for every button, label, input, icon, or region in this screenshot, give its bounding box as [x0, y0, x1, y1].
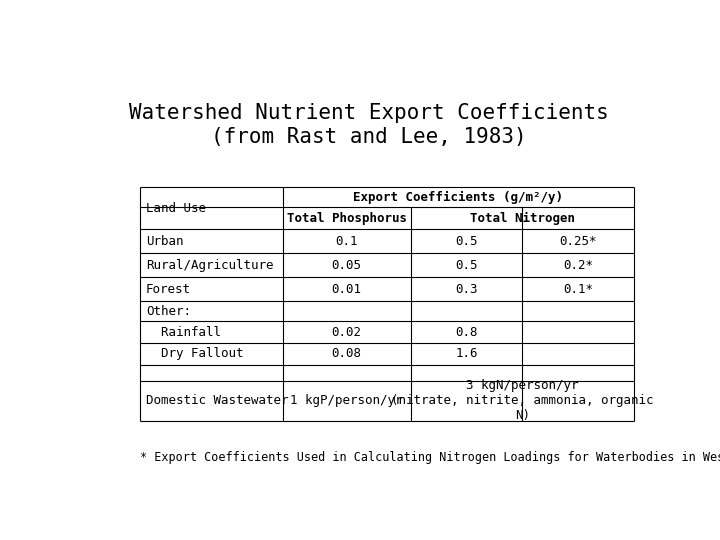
Text: Land Use: Land Use [145, 202, 206, 215]
Text: Watershed Nutrient Export Coefficients
(from Rast and Lee, 1983): Watershed Nutrient Export Coefficients (… [129, 104, 609, 147]
Text: 0.5: 0.5 [456, 259, 478, 272]
Text: 0.1*: 0.1* [563, 283, 593, 296]
Text: * Export Coefficients Used in Calculating Nitrogen Loadings for Waterbodies in W: * Export Coefficients Used in Calculatin… [140, 451, 720, 464]
Text: Forest: Forest [145, 283, 191, 296]
Text: 0.8: 0.8 [456, 326, 478, 339]
Text: Urban: Urban [145, 234, 184, 248]
Text: 0.02: 0.02 [332, 326, 361, 339]
Text: 0.3: 0.3 [456, 283, 478, 296]
Text: 0.25*: 0.25* [559, 234, 597, 248]
Text: Total Phosphorus: Total Phosphorus [287, 212, 407, 225]
Text: 3 kgN/person/yr
(nitrate, nitrite, ammonia, organic
N): 3 kgN/person/yr (nitrate, nitrite, ammon… [391, 380, 654, 422]
Text: Dry Fallout: Dry Fallout [145, 347, 243, 360]
Text: 0.5: 0.5 [456, 234, 478, 248]
Text: Domestic Wastewater: Domestic Wastewater [145, 395, 288, 408]
Text: Export Coefficients (g/m²/y): Export Coefficients (g/m²/y) [354, 191, 563, 204]
Text: 0.08: 0.08 [332, 347, 361, 360]
Text: 0.01: 0.01 [332, 283, 361, 296]
Text: 1 kgP/person/yr: 1 kgP/person/yr [290, 395, 403, 408]
Text: 1.6: 1.6 [456, 347, 478, 360]
Text: 0.2*: 0.2* [563, 259, 593, 272]
Text: 0.1: 0.1 [336, 234, 358, 248]
Text: Rainfall: Rainfall [145, 326, 221, 339]
Text: Other:: Other: [145, 305, 191, 318]
Text: 0.05: 0.05 [332, 259, 361, 272]
Text: Rural/Agriculture: Rural/Agriculture [145, 259, 274, 272]
Text: Total Nitrogen: Total Nitrogen [470, 212, 575, 225]
